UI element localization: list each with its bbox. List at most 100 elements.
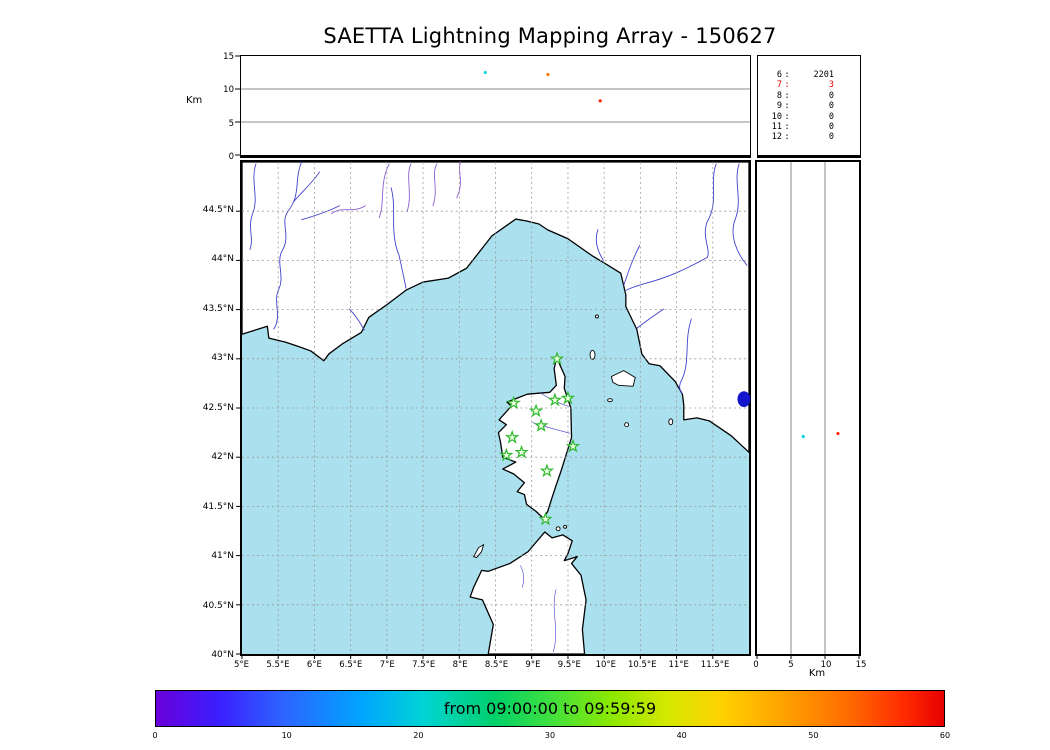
km-axis-unit-label: Km [808,668,826,679]
latitude-tick-label: 44.5°N [202,204,234,215]
separator: : [784,70,790,80]
corsica-map [236,161,751,659]
lma-station-star [506,395,521,410]
altitude-count-row: 7: 3 [768,80,852,90]
lma-station-star [514,444,529,459]
river-magra [595,229,604,261]
gorgona-island [594,314,599,319]
lma-station-star [499,447,514,462]
colorbar-tick-label: 50 [808,731,819,740]
altitude-latitude-panel [755,160,861,659]
river-verdon [301,205,340,221]
colorbar-tick-label: 20 [413,731,424,740]
km-tick-label: 15 [855,660,867,670]
altitude-count-rows: 6: 2201 7: 3 8: 0 9: 0 10: 0 11: 0 12: 0 [758,56,860,143]
lma-station-star [504,429,520,444]
river-ubaye [331,205,366,215]
km-tick-label: 5 [788,660,794,670]
altitude-count-legend-panel: 6: 2201 7: 3 8: 0 9: 0 10: 0 11: 0 12: 0 [757,55,861,158]
km-axis-ticks [756,654,860,659]
altitude-count-row: 10: 0 [768,112,852,122]
latitude-tick-label: 44°N [211,254,234,265]
latitude-tick-label: 43°N [211,353,234,364]
latitude-tick-label: 43.5°N [202,303,234,314]
altitude-bin: 12 [771,132,782,143]
map-axis-ticks [236,210,714,659]
altitude-count-row: 6: 2201 [768,70,852,80]
altitude-longitude-plot [235,55,750,156]
source-count: 0 [828,111,834,122]
altitude-count-row: 9: 0 [768,101,852,111]
altitude-bin: 6 [776,70,782,80]
source-count: 0 [828,90,834,101]
altitude-longitude-panel [235,55,751,158]
separator: : [784,80,790,91]
separator: : [784,101,790,112]
sardinia-island [469,531,587,655]
colorbar-tick-label: 30 [544,731,556,740]
longitude-tick-label: 9°E [525,660,541,670]
colorbar-tick-label: 60 [939,731,951,740]
altitude-tick-label: 10 [223,85,234,96]
longitude-tick-label: 8°E [452,660,468,670]
km-tick-label: 10 [820,660,832,670]
lma-station-star [547,392,563,407]
longitude-tick-label: 7°E [379,660,395,670]
rivers [249,161,748,653]
longitude-tick-label: 6°E [306,660,322,670]
longitude-tick-label: 9.5°E [557,660,581,670]
capraia-island [589,349,596,360]
lma-station-star [565,438,581,453]
lma-station-star [549,351,565,365]
river-trebbia [456,161,462,199]
colorbar-label: from 09:00:00 to 09:59:59 [443,699,657,718]
altitude-latitude-plot [756,162,860,659]
river-arno [625,163,717,291]
altitude-bin: 7 [776,80,782,91]
altitude-bin: 11 [771,122,782,133]
caprera-island [563,524,568,529]
separator: : [784,122,790,133]
montecristo-island [624,422,630,428]
map-graticule [242,162,749,654]
latitude-tick-label: 42.5°N [202,402,234,413]
separator: : [784,111,790,122]
river-bormida [406,163,412,213]
lma-station-star [528,403,544,418]
lake-bolsena [737,391,751,408]
map-panel [236,160,751,659]
colorbar-tick-label: 10 [281,731,292,740]
lma-station-star [533,418,549,432]
altitude-bin: 8 [776,90,782,101]
altitude-tick-label: 15 [223,51,234,62]
river-tirso [552,589,557,653]
latitude-tick-label: 40°N [211,650,234,661]
longitude-tick-label: 6.5°E [339,660,363,670]
river-coghinas [520,565,524,588]
longitude-tick-label: 10.5°E [627,660,657,670]
altitude-count-row: 8: 0 [768,91,852,101]
figure-title: SAETTA Lightning Mapping Array - 150627 [323,24,777,48]
river-var [390,187,407,289]
source-count: 0 [828,101,834,112]
river-argens [348,308,365,331]
river-scrivia [432,163,438,207]
mainland-coastline [241,161,750,453]
km-tick-label: 0 [753,660,759,670]
time-colorbar: from 09:00:00 to 09:59:59 [155,690,945,727]
river-cecina [636,308,664,329]
latitude-tick-label: 41.5°N [202,501,234,512]
altitude-count-row: 12: 0 [768,132,852,142]
river-durance [273,161,303,330]
longitude-tick-label: 11°E [668,660,689,670]
source-count: 0 [828,122,834,133]
longitude-tick-label: 10°E [595,660,617,670]
maddalena-island [555,526,561,532]
altitude-axis-ticks [235,55,241,156]
river-ombrone [679,318,692,395]
altitude-tick-label: 5 [228,118,234,129]
latitude-tick-label: 40.5°N [202,600,234,611]
lightning-points-alt-lat [801,431,840,439]
river-serchio [623,245,641,286]
